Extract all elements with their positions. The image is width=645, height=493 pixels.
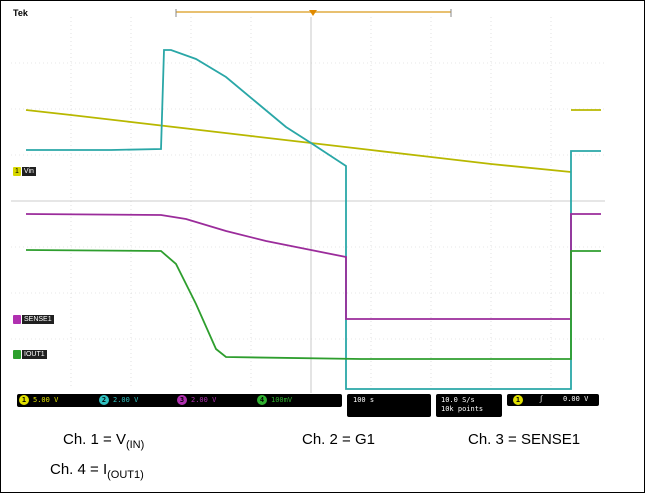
ch1-waveform — [25, 109, 572, 173]
caption-ch1: Ch. 1 = V(IN) — [63, 431, 144, 451]
ch1-chip: 1 — [19, 395, 29, 405]
ch1-marker[interactable]: 1 Vin — [13, 167, 36, 176]
ch3-marker[interactable]: SENSE1 — [13, 315, 54, 324]
ch4-scale: 100mV — [271, 396, 293, 404]
caption-ch1-sub: (IN) — [125, 439, 145, 451]
record-length: 10k points — [441, 405, 484, 413]
ch1-marker-label: Vin — [21, 167, 36, 176]
ch2-chip: 2 — [99, 395, 109, 405]
ch2-readout[interactable]: 2 2.00 V — [99, 395, 138, 405]
trigger-slope-icon: ʃ — [539, 395, 544, 403]
timebase-value: 100 s — [353, 396, 375, 404]
sample-rate: 10.0 S/s — [441, 396, 475, 404]
ch2-waveform — [26, 49, 601, 390]
trigger-source-chip: 1 — [513, 395, 523, 405]
ch1-scale: 5.00 V — [33, 396, 59, 404]
ch3-marker-arrow-icon — [13, 315, 21, 324]
ch3-waveform — [25, 213, 601, 320]
ch4-marker[interactable]: IOUT1 — [13, 350, 47, 359]
caption-ch1-text: Ch. 1 = V — [63, 431, 126, 448]
brand-label: Tek — [13, 8, 28, 18]
ch4-chip: 4 — [257, 395, 267, 405]
caption-ch4-sub: (OUT1) — [107, 469, 144, 481]
ch3-readout[interactable]: 3 2.00 V — [177, 395, 216, 405]
timebase-readout[interactable]: 100 s — [347, 394, 431, 417]
ch4-marker-label: IOUT1 — [22, 350, 47, 359]
caption-ch2: Ch. 2 = G1 — [302, 431, 375, 448]
ch4-readout[interactable]: 4 100mV — [257, 395, 292, 405]
caption-ch4-text: Ch. 4 = I — [50, 461, 108, 478]
oscilloscope-screen: Tek 1 Vin SENSE1 IOUT1 1 5.00 V 2 2.00 V 3… — [11, 8, 605, 422]
trigger-position-icon[interactable] — [309, 10, 317, 16]
trigger-level: 0.00 V — [563, 395, 589, 403]
ch1-marker-number: 1 — [13, 167, 21, 176]
caption-ch3: Ch. 3 = SENSE1 — [468, 431, 581, 448]
ch2-scale: 2.00 V — [113, 396, 139, 404]
trigger-readout[interactable]: 1 ʃ 0.00 V — [507, 394, 599, 406]
ch3-marker-label: SENSE1 — [22, 315, 54, 324]
ch3-chip: 3 — [177, 395, 187, 405]
graticule — [11, 17, 605, 389]
caption-ch4: Ch. 4 = I(OUT1) — [50, 461, 144, 481]
graticule-center — [11, 17, 605, 393]
ch4-marker-arrow-icon — [13, 350, 21, 359]
ch3-scale: 2.00 V — [191, 396, 217, 404]
ch4-waveform — [25, 249, 601, 360]
channel-readouts: 1 5.00 V 2 2.00 V 3 2.00 V 4 100mV — [17, 394, 342, 407]
ch1-readout[interactable]: 1 5.00 V — [19, 395, 58, 405]
waveform-canvas — [11, 9, 605, 393]
acquisition-readout[interactable]: 10.0 S/s 10k points — [436, 394, 502, 417]
